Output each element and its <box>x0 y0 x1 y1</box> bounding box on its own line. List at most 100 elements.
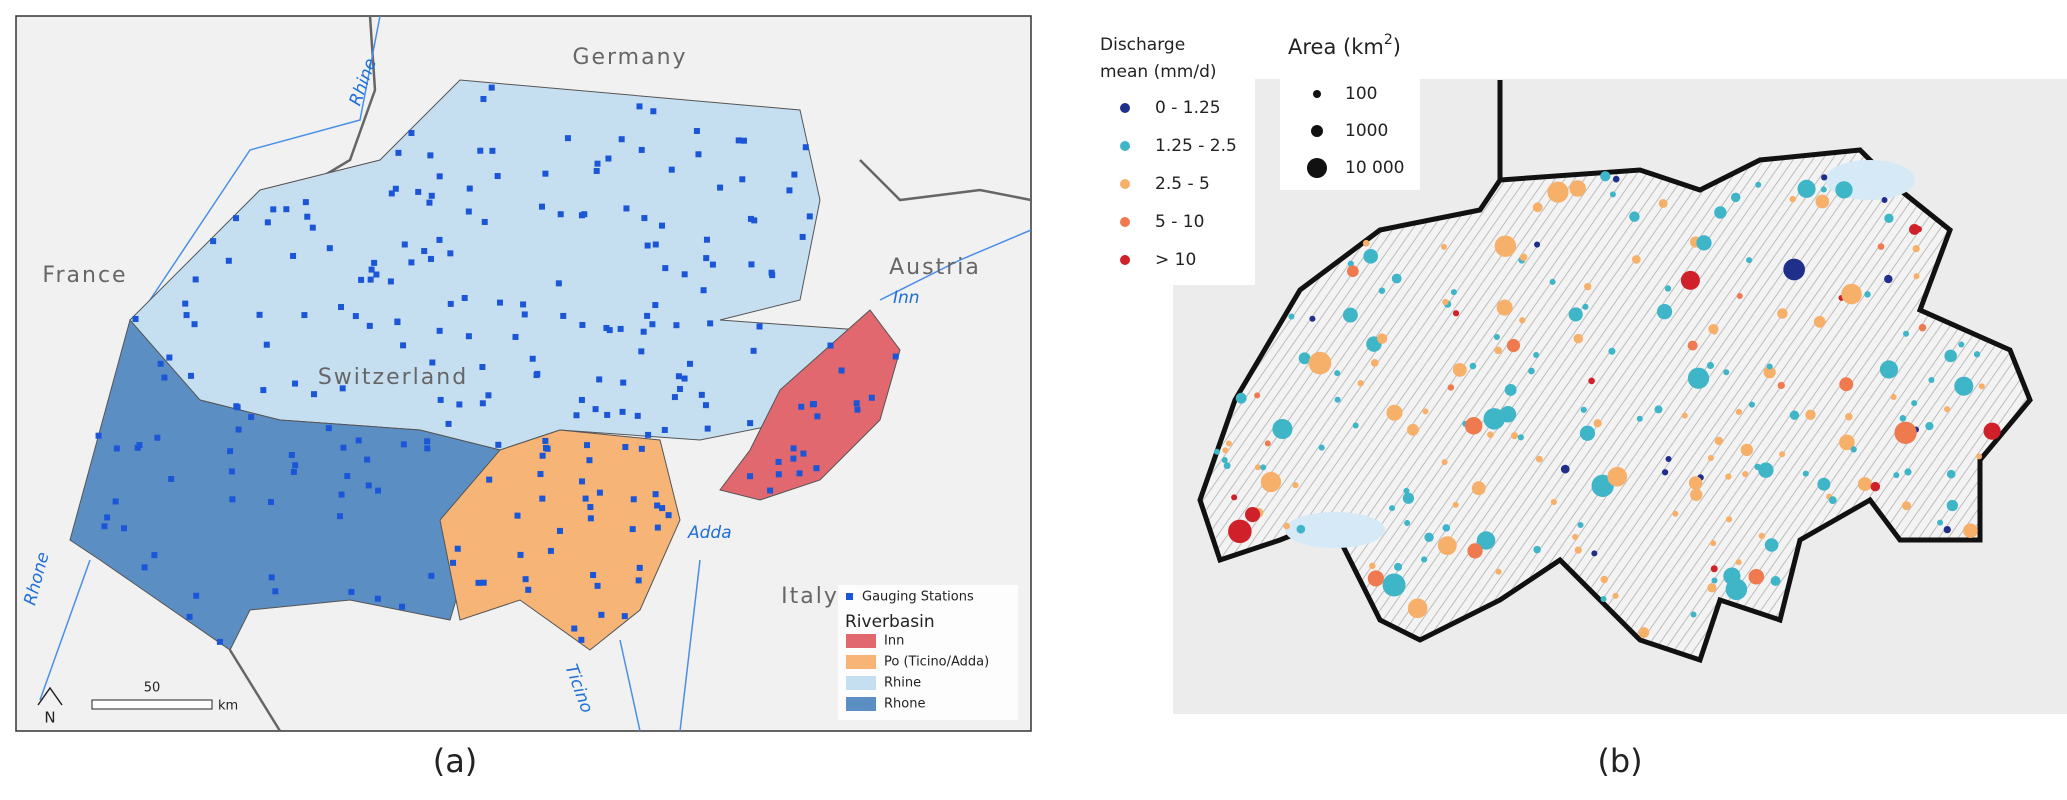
station-marker <box>1909 224 1920 235</box>
country-label: Austria <box>889 255 981 280</box>
gauging-station <box>590 571 597 578</box>
gauging-station <box>479 364 486 370</box>
station-marker <box>1710 565 1718 573</box>
panel-label: (b) <box>1597 742 1642 780</box>
station-marker <box>1609 191 1616 198</box>
station-marker <box>1976 453 1983 460</box>
station-marker <box>1821 174 1828 181</box>
gauging-station <box>454 545 461 552</box>
station-marker <box>1283 522 1290 530</box>
station-marker <box>1244 506 1261 523</box>
gauging-station <box>227 448 234 455</box>
station-marker <box>1450 289 1457 296</box>
station-marker <box>1708 323 1719 335</box>
station-marker <box>1487 431 1494 439</box>
station-marker <box>1452 501 1459 508</box>
gauging-station <box>668 166 675 173</box>
station-marker <box>1391 273 1402 284</box>
gauging-station <box>311 391 318 398</box>
gauging-station <box>686 360 693 367</box>
gauging-station <box>790 445 797 452</box>
station-marker <box>1422 408 1429 415</box>
gauging-station <box>644 312 651 319</box>
gauging-station <box>769 272 776 279</box>
gauging-station <box>326 245 333 252</box>
gauging-station <box>373 271 380 278</box>
country-label: Italy <box>781 584 839 609</box>
station-marker <box>1363 249 1378 264</box>
gauging-station <box>539 452 546 459</box>
gauging-station <box>424 445 431 452</box>
gauging-station <box>366 322 373 329</box>
station-marker <box>1309 315 1316 322</box>
gauging-station <box>775 471 782 478</box>
gauging-station <box>517 551 524 558</box>
station-marker <box>1983 422 2001 440</box>
station-marker <box>1723 369 1730 376</box>
station-marker <box>1725 473 1732 480</box>
station-marker <box>1580 406 1587 413</box>
legend-label: 100 <box>1345 84 1377 104</box>
gauging-station <box>522 576 529 583</box>
station-marker <box>1369 562 1376 570</box>
gauging-station <box>673 322 680 329</box>
station-marker <box>1688 476 1703 490</box>
station-marker <box>1944 406 1951 413</box>
station-marker <box>1506 338 1521 353</box>
gauging-station <box>854 406 861 413</box>
gauging-station <box>671 394 678 401</box>
gauging-station <box>352 313 359 320</box>
gauging-station <box>521 311 528 318</box>
legend-swatch <box>846 697 876 711</box>
gauging-station <box>216 638 223 645</box>
gauging-station <box>542 444 549 451</box>
station-marker <box>1441 459 1448 466</box>
gauging-station <box>799 233 806 240</box>
gauging-station <box>791 171 798 178</box>
gauging-station <box>638 146 645 153</box>
station-marker <box>1600 575 1608 584</box>
gauging-station <box>596 489 603 496</box>
gauging-station <box>605 155 612 162</box>
legend-label: 1.25 - 2.5 <box>1155 136 1237 156</box>
legend-marker <box>1120 179 1130 189</box>
gauging-station <box>398 603 405 610</box>
gauging-station <box>675 373 682 380</box>
station-marker <box>1549 278 1556 285</box>
station-marker <box>1260 471 1282 493</box>
station-marker <box>1573 333 1583 344</box>
station-marker <box>1736 292 1743 299</box>
station-marker <box>1937 519 1944 526</box>
station-marker <box>1394 562 1403 571</box>
station-marker <box>1403 487 1410 494</box>
station-marker <box>1978 383 1985 390</box>
river-line <box>619 639 641 731</box>
station-marker <box>1292 482 1299 489</box>
river-line <box>879 229 1031 301</box>
gauging-station <box>587 504 594 511</box>
gauging-station <box>652 241 659 248</box>
legend-title-sup: 2 <box>1384 32 1393 48</box>
gauging-station <box>786 187 793 194</box>
gauging-station <box>477 147 484 154</box>
station-marker <box>1735 559 1742 566</box>
legend-box <box>1090 10 1255 285</box>
gauging-station <box>427 152 434 159</box>
station-marker <box>1963 523 1978 539</box>
gauging-station <box>539 495 546 502</box>
gauging-station <box>256 311 263 318</box>
legend-label: 0 - 1.25 <box>1155 98 1221 118</box>
station-marker <box>1471 481 1486 496</box>
gauging-station <box>365 482 372 489</box>
station-marker <box>1820 186 1827 193</box>
station-marker <box>1407 598 1428 619</box>
station-marker <box>1777 381 1785 390</box>
gauging-station <box>355 437 362 444</box>
station-marker <box>1572 533 1579 540</box>
station-marker <box>1588 377 1595 385</box>
station-marker <box>1442 524 1451 532</box>
gauging-station <box>183 312 190 319</box>
station-marker <box>1687 367 1710 389</box>
station-marker <box>1519 253 1528 261</box>
station-marker <box>1777 308 1788 319</box>
